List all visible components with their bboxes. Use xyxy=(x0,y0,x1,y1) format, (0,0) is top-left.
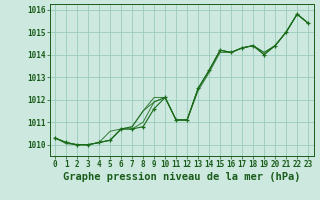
X-axis label: Graphe pression niveau de la mer (hPa): Graphe pression niveau de la mer (hPa) xyxy=(63,172,300,182)
